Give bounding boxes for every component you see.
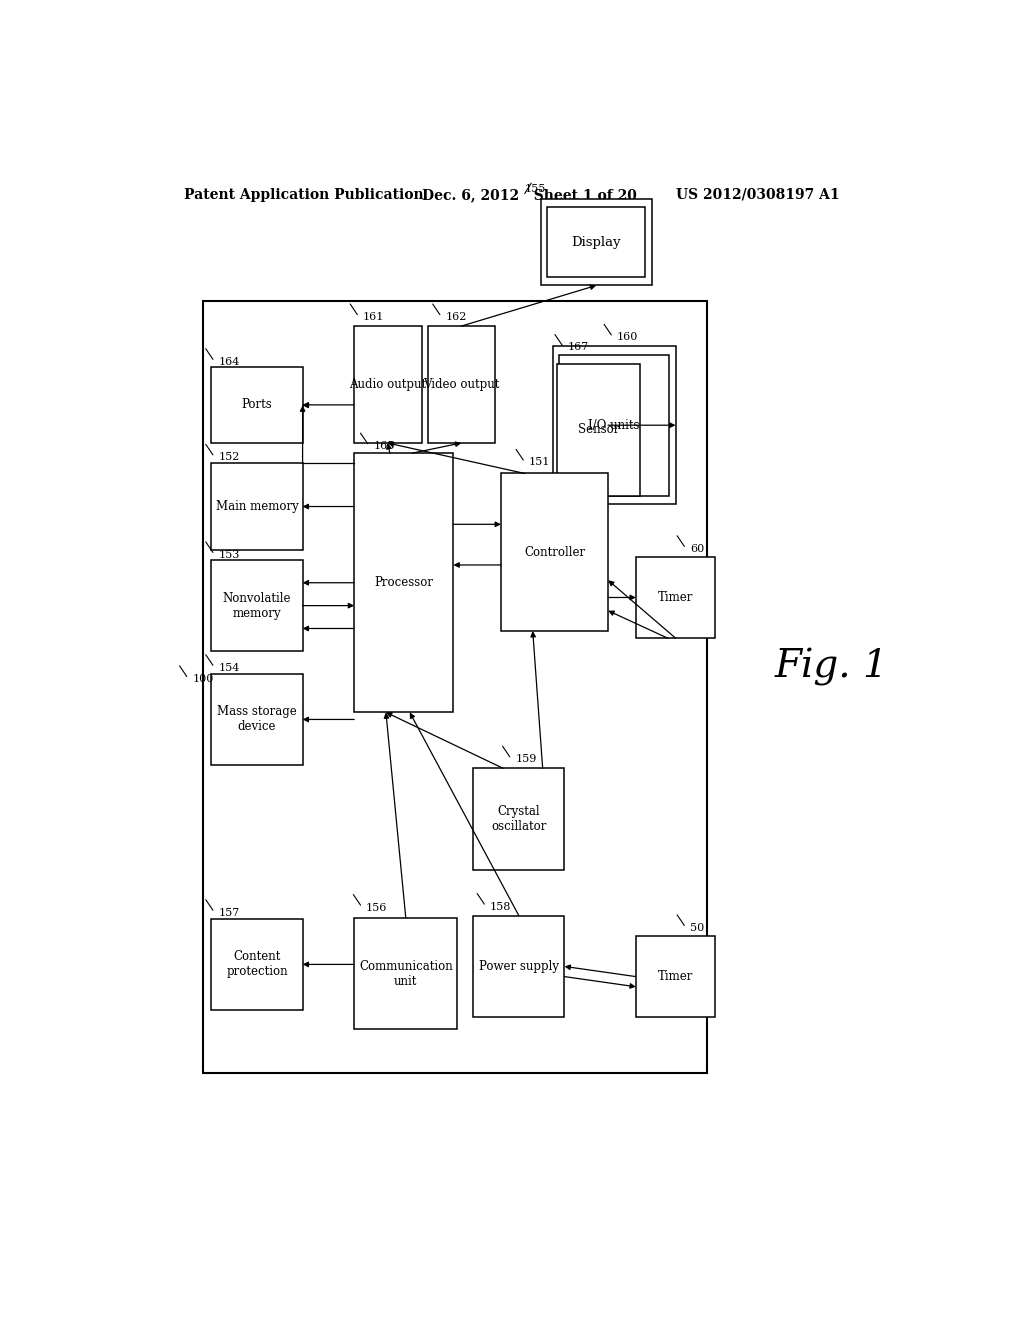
Bar [211,560,303,651]
Text: Patent Application Publication: Patent Application Publication [183,187,423,202]
Bar [547,207,645,277]
Text: 158: 158 [489,902,511,912]
Text: 160: 160 [616,333,638,342]
Bar [354,326,422,444]
Text: 151: 151 [528,457,550,467]
Text: Fig. 1: Fig. 1 [775,648,889,685]
Bar [473,768,564,870]
Text: 60: 60 [690,544,705,554]
Text: Processor: Processor [375,577,433,589]
Bar [553,346,676,504]
Text: 50: 50 [690,923,705,933]
Text: 153: 153 [218,550,240,560]
Text: Mass storage
device: Mass storage device [217,705,297,734]
Bar [211,367,303,444]
Text: 162: 162 [445,312,467,322]
Text: Communication
unit: Communication unit [358,960,453,987]
Bar [211,673,303,766]
Text: Nonvolatile
memory: Nonvolatile memory [222,591,291,619]
Bar [211,463,303,549]
Text: Video output: Video output [424,378,500,391]
Text: Timer: Timer [657,591,693,605]
Bar [428,326,496,444]
Text: Crystal
oscillator: Crystal oscillator [492,805,547,833]
Text: Main memory: Main memory [216,500,298,513]
Text: 159: 159 [515,754,537,764]
Bar [559,355,670,496]
Text: 157: 157 [218,908,240,917]
Bar [211,919,303,1010]
Text: 154: 154 [218,663,240,673]
Text: Power supply: Power supply [479,960,559,973]
Bar [354,917,458,1030]
Bar [557,364,640,496]
Text: 161: 161 [362,312,384,322]
Bar [636,557,715,638]
Text: US 2012/0308197 A1: US 2012/0308197 A1 [676,187,840,202]
Text: Ports: Ports [242,399,272,412]
Bar [354,453,454,713]
Text: Audio output: Audio output [349,378,426,391]
Text: Display: Display [571,236,621,248]
Text: Controller: Controller [524,545,585,558]
Text: Content
protection: Content protection [226,950,288,978]
Text: Sensor: Sensor [578,424,618,437]
Text: 164: 164 [218,356,240,367]
Text: 156: 156 [367,903,387,912]
Text: 167: 167 [567,342,589,352]
Text: 155: 155 [524,183,546,194]
Text: 152: 152 [218,453,240,462]
Text: 100: 100 [193,673,214,684]
Text: 165: 165 [373,441,394,451]
Bar [204,301,708,1073]
Text: Timer: Timer [657,970,693,983]
Text: I/O units: I/O units [589,418,640,432]
Text: Dec. 6, 2012   Sheet 1 of 20: Dec. 6, 2012 Sheet 1 of 20 [422,187,637,202]
Bar [473,916,564,1018]
Bar [501,474,608,631]
Bar [636,936,715,1018]
Bar [541,199,652,285]
